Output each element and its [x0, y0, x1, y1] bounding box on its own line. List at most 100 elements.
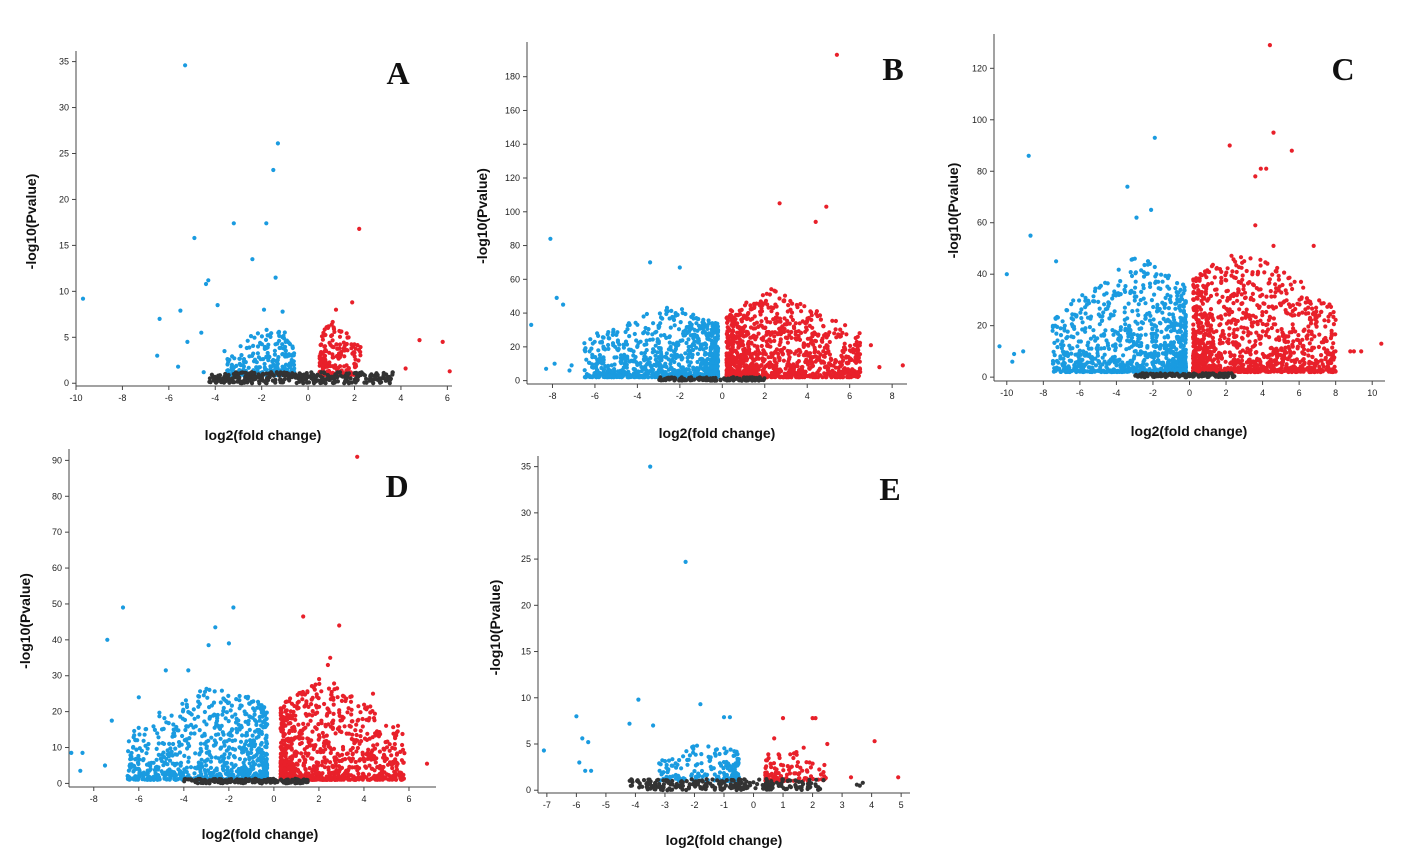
up-regulated-point	[1323, 324, 1328, 329]
down-regulated-point	[591, 365, 596, 370]
down-regulated-point	[691, 347, 696, 353]
up-regulated-point	[810, 375, 816, 380]
down-regulated-point	[1075, 331, 1080, 336]
ns-regulated-point	[335, 370, 340, 375]
down-regulated-point	[1166, 318, 1171, 323]
up-regulated-point	[440, 339, 445, 344]
down-regulated-point	[1058, 333, 1064, 338]
down-regulated-point	[1129, 273, 1135, 279]
down-regulated-point	[1105, 306, 1110, 311]
down-regulated-point	[642, 375, 647, 380]
down-regulated-point	[283, 348, 288, 354]
down-regulated-point	[1104, 338, 1109, 343]
down-regulated-point	[1166, 306, 1171, 311]
down-regulated-point	[272, 348, 277, 353]
down-regulated-point	[697, 326, 703, 331]
down-regulated-point	[621, 345, 627, 350]
down-regulated-point	[529, 322, 534, 327]
up-regulated-point	[857, 331, 862, 336]
down-regulated-point	[1061, 360, 1066, 365]
up-regulated-point	[839, 353, 844, 358]
up-regulated-point	[1225, 266, 1230, 271]
up-regulated-point	[748, 365, 753, 370]
down-regulated-point	[1183, 363, 1188, 368]
down-regulated-point	[1098, 364, 1103, 370]
up-regulated-point	[322, 327, 327, 332]
up-regulated-point	[796, 359, 802, 364]
up-regulated-point	[1269, 325, 1274, 331]
down-regulated-point	[252, 335, 257, 340]
up-regulated-point	[1310, 354, 1315, 360]
ns-regulated-point	[352, 371, 357, 376]
down-regulated-point	[1180, 303, 1185, 308]
down-regulated-point	[597, 353, 603, 358]
down-regulated-point	[1136, 313, 1141, 318]
up-regulated-point	[1208, 326, 1213, 331]
up-regulated-point	[1205, 268, 1210, 273]
ns-regulated-point	[745, 376, 750, 381]
up-regulated-point	[1295, 301, 1300, 306]
down-regulated-point	[596, 348, 601, 353]
down-regulated-point	[1134, 361, 1139, 366]
up-regulated-point	[1238, 255, 1244, 260]
up-regulated-point	[1274, 353, 1279, 358]
down-regulated-point	[237, 356, 242, 361]
down-regulated-point	[641, 357, 647, 362]
down-regulated-point	[250, 353, 255, 358]
y-tick-label: 25	[59, 148, 69, 158]
up-regulated-point	[356, 358, 361, 363]
down-regulated-point	[1147, 281, 1153, 286]
down-regulated-point	[611, 343, 616, 348]
down-regulated-point	[1071, 335, 1076, 340]
ns-regulated-point	[273, 378, 278, 383]
down-regulated-point	[691, 312, 696, 317]
down-regulated-point	[1136, 302, 1141, 307]
up-regulated-point	[1240, 336, 1245, 341]
down-regulated-point	[704, 324, 709, 329]
x-tick-label: 0	[720, 391, 725, 401]
down-regulated-point	[642, 350, 648, 356]
down-regulated-point	[280, 352, 285, 357]
up-regulated-point	[1267, 359, 1272, 365]
up-regulated-point	[740, 328, 745, 333]
down-regulated-point	[1122, 305, 1127, 310]
ns-regulated-point	[348, 376, 353, 381]
ns-regulated-point	[387, 374, 392, 380]
down-regulated-point	[603, 371, 608, 376]
down-regulated-point	[284, 353, 289, 358]
up-regulated-point	[1260, 329, 1265, 334]
up-regulated-point	[1217, 363, 1222, 368]
down-regulated-point	[1053, 316, 1058, 321]
down-regulated-point	[663, 354, 668, 359]
up-regulated-point	[743, 369, 749, 375]
x-tick-label: 6	[1297, 388, 1302, 398]
down-regulated-point	[616, 374, 621, 379]
up-regulated-point	[1307, 341, 1312, 346]
down-regulated-point	[606, 346, 611, 351]
ns-regulated-point	[668, 375, 673, 380]
down-regulated-point	[178, 308, 183, 313]
y-tick-label: 180	[505, 72, 520, 82]
up-regulated-point	[1247, 339, 1252, 344]
ns-regulated-point	[704, 375, 709, 380]
y-tick-label: 40	[510, 308, 520, 318]
down-regulated-point	[1182, 331, 1187, 336]
down-regulated-point	[681, 329, 686, 334]
up-regulated-point	[1224, 278, 1229, 283]
up-regulated-point	[1300, 310, 1305, 315]
up-regulated-point	[768, 320, 773, 325]
down-regulated-point	[548, 236, 553, 241]
up-regulated-point	[805, 336, 811, 341]
down-regulated-point	[685, 355, 690, 360]
up-regulated-point	[748, 303, 753, 308]
x-tick-label: -8	[548, 391, 556, 401]
down-regulated-point	[1095, 368, 1100, 373]
up-regulated-point	[827, 330, 832, 335]
down-regulated-point	[615, 338, 621, 343]
up-regulated-point	[334, 342, 339, 347]
down-regulated-point	[592, 371, 597, 376]
up-regulated-point	[1292, 279, 1297, 284]
up-regulated-point	[789, 314, 794, 319]
up-regulated-point	[1296, 312, 1301, 317]
down-regulated-point	[587, 360, 592, 365]
